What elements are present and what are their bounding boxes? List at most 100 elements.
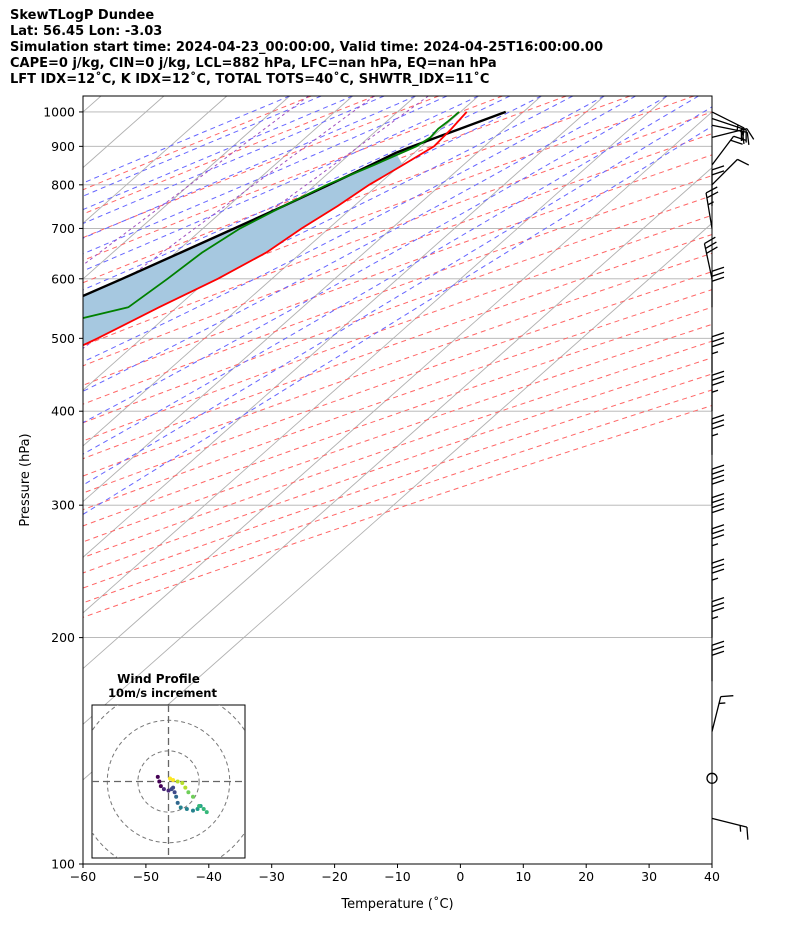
x-tick-label: 40: [704, 869, 720, 884]
wind-barb: [711, 492, 725, 534]
x-tick-label: 0: [456, 869, 464, 884]
hodograph-point: [195, 807, 200, 812]
barb-flag: [711, 276, 725, 282]
barb-staff: [711, 135, 735, 166]
barb-flag: [711, 596, 725, 603]
y-tick-label: 200: [51, 630, 75, 645]
y-tick-label: 900: [51, 139, 75, 154]
barb-flag: [711, 271, 725, 277]
barb-flag: [711, 558, 725, 564]
wind-barb: [711, 558, 725, 600]
moist-adiabat: [83, 96, 322, 197]
barb-staff: [711, 111, 745, 129]
dry-adiabat: [83, 252, 712, 477]
wind-barb: [711, 817, 749, 840]
barb-flag: [711, 469, 725, 475]
isotherm-line: [83, 96, 605, 558]
chart-header: SkewTLogP Dundee Lat: 56.45 Lon: -3.03 S…: [10, 8, 790, 88]
barb-flag: [737, 158, 750, 166]
barb-flag: [711, 337, 725, 343]
x-tick-label: −60: [70, 869, 96, 884]
barb-flag: [711, 601, 725, 608]
wind-barb: [711, 640, 725, 682]
hodograph-point: [184, 807, 189, 812]
y-tick-label: 600: [51, 271, 75, 286]
dry-adiabat: [83, 357, 712, 574]
moist-adiabat: [83, 96, 668, 424]
hodograph-point: [172, 790, 177, 795]
barb-flag: [733, 135, 746, 141]
isotherm-line: [83, 96, 668, 614]
barb-half-flag: [711, 351, 719, 355]
wind-barb: [711, 158, 750, 186]
barb-flag: [720, 695, 734, 698]
x-tick-label: −20: [321, 869, 347, 884]
barb-staff: [711, 158, 738, 186]
dry-adiabat: [83, 96, 695, 326]
location-line: Lat: 56.45 Lon: -3.03: [10, 24, 163, 39]
wind-barb: [711, 165, 725, 206]
barb-half-flag: [711, 543, 719, 547]
x-tick-label: 30: [641, 869, 657, 884]
barb-flag: [746, 128, 755, 140]
hodograph-point: [168, 776, 173, 781]
y-tick-label: 1000: [43, 104, 75, 119]
hodograph-point: [197, 803, 202, 808]
hodograph-point: [155, 774, 160, 779]
y-tick-label: 500: [51, 331, 75, 346]
barb-staff: [711, 124, 748, 133]
barb-flag: [711, 424, 725, 430]
barb-flag: [705, 241, 717, 250]
barb-staff: [705, 192, 713, 229]
barb-flag: [711, 375, 725, 381]
barb-staff: [711, 117, 747, 131]
axes: −60 −50 −40 −30 −20 −10 0 10 20 30 40 1000 900 800 700…: [18, 104, 720, 912]
barb-flag: [711, 568, 725, 574]
barb-staff: [711, 128, 748, 139]
isotherm-line: [83, 96, 479, 447]
barb-half-flag: [711, 615, 719, 620]
hodograph-point: [190, 794, 195, 799]
moist-adiabat: [83, 96, 636, 392]
isotherm-line: [83, 166, 712, 725]
barb-flag: [706, 246, 718, 254]
parcel-line: [83, 110, 507, 298]
barb-flag: [711, 474, 725, 480]
dry-adiabat: [83, 271, 712, 494]
barb-flag: [711, 332, 725, 338]
wind-barb: [711, 596, 725, 638]
hodograph-point: [201, 807, 206, 812]
x-tick-label: 10: [515, 869, 531, 884]
hodograph-point: [161, 787, 166, 792]
hodograph-subtitle: 10m/s increment: [108, 686, 217, 700]
barb-half-flag: [711, 433, 719, 437]
dewpoint-line: [83, 111, 460, 319]
barb-flag: [711, 640, 725, 646]
barb-half-flag: [707, 201, 714, 206]
profiles: [83, 110, 507, 347]
moist-adiabat: [83, 96, 290, 184]
hodograph-point: [190, 808, 195, 813]
hodograph-point: [158, 784, 163, 789]
barb-flag: [711, 507, 725, 514]
wind-barb: [711, 332, 725, 373]
moist-adiabat: [83, 96, 699, 455]
barb-staff: [711, 696, 722, 732]
isotherm-line: [83, 96, 542, 503]
barb-half-flag: [711, 389, 719, 393]
dry-adiabat: [83, 289, 712, 511]
moist-adiabat: [83, 106, 712, 486]
cape-area: [83, 152, 403, 346]
barb-flag: [706, 191, 719, 199]
barb-flag: [711, 170, 725, 176]
wind-barb: [703, 236, 718, 279]
barb-flag: [746, 827, 749, 840]
barb-flag: [704, 236, 716, 245]
barb-flag: [711, 419, 725, 425]
moist-adiabat: [83, 96, 385, 225]
moist-adiabat: [83, 96, 479, 272]
hodograph-point: [175, 800, 180, 805]
y-tick-label: 700: [51, 221, 75, 236]
